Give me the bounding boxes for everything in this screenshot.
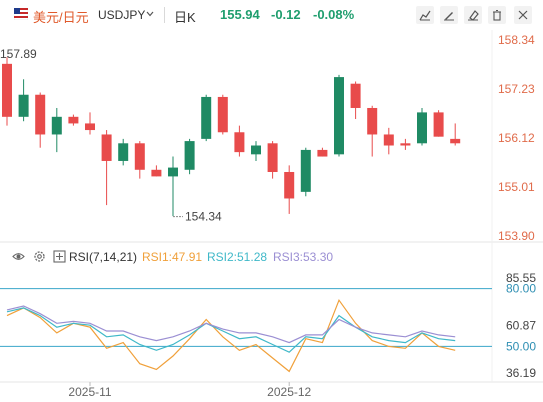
header-toolbar: 美元/日元 USDJPY 日K 155.94 -0.12 -0.08% (0, 0, 543, 30)
divider (164, 7, 165, 23)
rsi-line-rsi3 (6, 305, 456, 344)
flag-icon (14, 8, 28, 20)
candle-body (383, 134, 394, 146)
rsi-line-rsi2 (6, 307, 456, 353)
rsi-legend: RSI(7,14,21) RSI1:47.91 RSI2:51.28 RSI3:… (0, 248, 420, 266)
candle-body (101, 134, 112, 161)
candle-body (400, 143, 411, 146)
rsi-axis-tick: 50.00 (506, 339, 536, 353)
chevron-down-icon[interactable] (146, 11, 154, 17)
settings-icon[interactable] (33, 250, 46, 263)
candle-body (317, 149, 328, 157)
eraser-button[interactable] (464, 6, 482, 24)
indicator-icon[interactable] (53, 250, 66, 263)
candle-body (18, 94, 29, 117)
candle-body (85, 123, 95, 131)
draw-tool-icon (444, 12, 454, 21)
price-change: -0.12 (271, 7, 301, 22)
candle-body (35, 94, 46, 135)
candle-body (350, 83, 361, 108)
high-annotation: 157.89 (0, 47, 37, 61)
rsi-axis-tick: 36.19 (506, 366, 536, 380)
eraser-icon (468, 10, 479, 21)
candle-body (51, 116, 62, 135)
candle-body (68, 116, 79, 124)
candle-body (201, 96, 212, 139)
rsi-indicator-name: RSI(7,14,21) (69, 250, 138, 264)
last-price: 155.94 (220, 7, 260, 22)
candle-body (267, 143, 278, 172)
candle-body (450, 138, 461, 144)
candles-group (2, 57, 461, 217)
rsi-line-rsi1 (6, 298, 456, 373)
candle-body (367, 107, 378, 135)
delete-icon (493, 9, 501, 21)
candle-body (184, 141, 195, 170)
draw-tool-button[interactable] (440, 6, 458, 24)
candle-body (284, 171, 295, 199)
rsi-axis-tick: 60.87 (506, 319, 536, 333)
candle-body (2, 63, 12, 117)
eye-icon[interactable] (12, 250, 25, 263)
price-axis-tick: 155.01 (498, 180, 535, 194)
candle-body (251, 145, 261, 155)
timeframe-selector[interactable]: 日K (174, 10, 196, 25)
candle-body (168, 167, 178, 177)
candle-body (300, 149, 311, 192)
pair-name-cn[interactable]: 美元/日元 (33, 10, 89, 25)
collapse-icon (518, 10, 528, 20)
candle-body (118, 143, 129, 161)
delete-button[interactable] (488, 6, 506, 24)
candle-body (334, 77, 344, 155)
x-axis-tick: 2025-12 (267, 385, 311, 399)
rsi3-value: RSI3:53.30 (273, 250, 334, 264)
price-change-pct: -0.08% (313, 7, 355, 22)
price-axis-tick: 157.23 (498, 82, 535, 96)
rsi-axis-tick: 80.00 (506, 282, 536, 296)
low-annotation: 154.34 (185, 210, 222, 224)
price-axis-tick: 156.12 (498, 131, 535, 145)
candle-body (417, 112, 427, 144)
line-tool-button[interactable] (416, 6, 434, 24)
candle-body (433, 112, 444, 137)
rsi2-value: RSI2:51.28 (207, 250, 268, 264)
line-tool-icon (419, 10, 431, 21)
candle-body (234, 132, 245, 153)
rsi-axis-tick: 85.55 (506, 271, 536, 285)
pair-code[interactable]: USDJPY (98, 8, 146, 22)
price-axis-tick: 158.34 (498, 33, 535, 47)
rsi1-value: RSI1:47.91 (142, 250, 203, 264)
candle-body (134, 143, 145, 170)
collapse-button[interactable] (514, 6, 532, 24)
candle-body (151, 169, 162, 177)
candle-body (217, 96, 228, 133)
price-axis-tick: 153.90 (498, 229, 535, 243)
x-axis-tick: 2025-11 (68, 385, 111, 399)
